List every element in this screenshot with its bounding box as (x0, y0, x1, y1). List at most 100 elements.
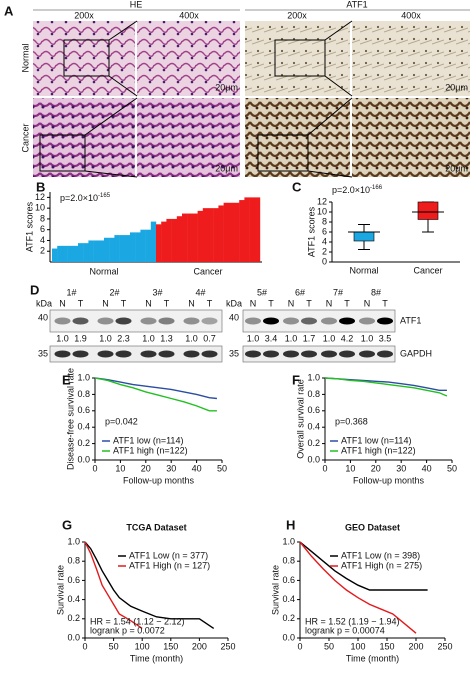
x-tick-label: 30 (396, 463, 406, 473)
bar (88, 240, 94, 262)
bar (213, 208, 219, 262)
y-tick-label: 1.0 (77, 372, 90, 382)
y-tick-label: 8 (322, 216, 327, 226)
x-tick-label: 0 (297, 641, 302, 651)
survival-curve (299, 541, 428, 591)
lane-label: N (145, 298, 152, 308)
lane-label: T (207, 298, 213, 308)
bar (83, 243, 89, 262)
ratio: 1.0 (99, 333, 112, 343)
y-title: Disease-free survival rate (65, 368, 75, 470)
lane-label: T (121, 298, 127, 308)
legend-label: ATF1 High (n = 127) (129, 560, 210, 570)
survival-curve (94, 377, 217, 400)
row-label: Cancer (20, 123, 30, 152)
blot (242, 309, 396, 333)
band (263, 350, 279, 358)
bar (223, 202, 229, 262)
zoom-boxes (39, 20, 353, 178)
y-tick-label: 0.0 (282, 632, 295, 642)
ratio: 1.0 (285, 333, 298, 343)
y-title: Survival rate (55, 565, 65, 615)
bar (161, 221, 167, 262)
ratio: 2.3 (117, 333, 130, 343)
y-tick-label: 0.8 (67, 556, 80, 566)
y-tick-label: 0.2 (282, 613, 295, 623)
band (339, 350, 355, 358)
scale-bar: 20μm (445, 82, 468, 92)
y-tick-label: 0.6 (67, 575, 80, 585)
kda-label: kDa (226, 298, 242, 308)
bar (171, 218, 177, 262)
legend-label: ATF1 High (n = 275) (341, 560, 422, 570)
box (417, 201, 439, 220)
annotation: logrank p = 0.00074 (305, 625, 385, 635)
chart: G 0.0 0.2 0.4 0.6 0.8 1.0 Survival rate 0 50 100 15… (55, 517, 235, 663)
micrograph (137, 21, 240, 96)
panel-label: D (30, 282, 39, 297)
y-tick-label: 1.0 (307, 372, 320, 382)
band (377, 317, 393, 325)
y-tick-label: 0.8 (77, 389, 90, 399)
bar (197, 210, 203, 262)
panel-label: G (62, 517, 72, 532)
p-value-exponent: -165 (98, 193, 111, 199)
x-tick-label: Normal (349, 265, 378, 275)
sample-id: 2# (109, 287, 119, 297)
bar (114, 235, 120, 262)
y-tick-label: 0.4 (67, 594, 80, 604)
magnification: 200x (287, 10, 307, 20)
legend-label: ATF1 low (n=114) (341, 435, 411, 445)
y-tick-label: 0.8 (307, 389, 320, 399)
panel-label: F (292, 372, 300, 387)
sample-id: 6# (295, 287, 305, 297)
lane-label: T (268, 298, 274, 308)
y-tick-label: 12 (35, 192, 45, 202)
ratio: 3.5 (379, 333, 392, 343)
annotation: logrank p = 0.0072 (90, 625, 165, 635)
y-tick-label: 0.4 (307, 422, 320, 432)
band (359, 350, 375, 358)
ratio: 1.0 (142, 333, 155, 343)
scale-bar: 20μm (445, 163, 468, 173)
marker: 35 (38, 348, 48, 358)
p-value-base: p=2.0×10 (60, 193, 98, 203)
band (321, 350, 337, 358)
panel-label: A (4, 3, 14, 18)
scale-bar: 20μm (215, 82, 238, 92)
y-tick-label: 0.6 (77, 405, 90, 415)
bar (202, 208, 209, 262)
lane-label: N (326, 298, 333, 308)
bar (176, 216, 183, 262)
legend-label: ATF1 low (n=114) (113, 435, 183, 445)
y-tick-label: 6 (322, 226, 327, 236)
y-tick-label: 8 (40, 213, 45, 223)
band (158, 317, 175, 325)
band (263, 317, 279, 325)
x-tick-label: 40 (422, 463, 432, 473)
lane-label: T (164, 298, 170, 308)
band (72, 317, 89, 325)
y-title: Overall survival rate (295, 379, 305, 459)
bar (140, 229, 146, 262)
x-tick-label: 250 (437, 641, 452, 651)
y-tick-label: 2 (322, 246, 327, 256)
scale-bar: 20μm (215, 163, 238, 173)
y-tick-label: 0.2 (307, 438, 320, 448)
bar (130, 232, 136, 262)
sample-id: 4# (195, 287, 205, 297)
band (245, 350, 261, 358)
lane-label: T (306, 298, 312, 308)
legend-label: ATF1 high (n=122) (341, 445, 416, 455)
blot (49, 345, 223, 363)
x-tick-label: 0 (82, 641, 87, 651)
bar (156, 224, 162, 262)
panel-d: D kDa kDa 40 35 40 35 ATF1 GAPDH 1#N1.0T… (30, 282, 432, 363)
band (201, 317, 218, 325)
band (115, 350, 132, 358)
sample-id: 7# (333, 287, 343, 297)
sample-id: 3# (152, 287, 162, 297)
